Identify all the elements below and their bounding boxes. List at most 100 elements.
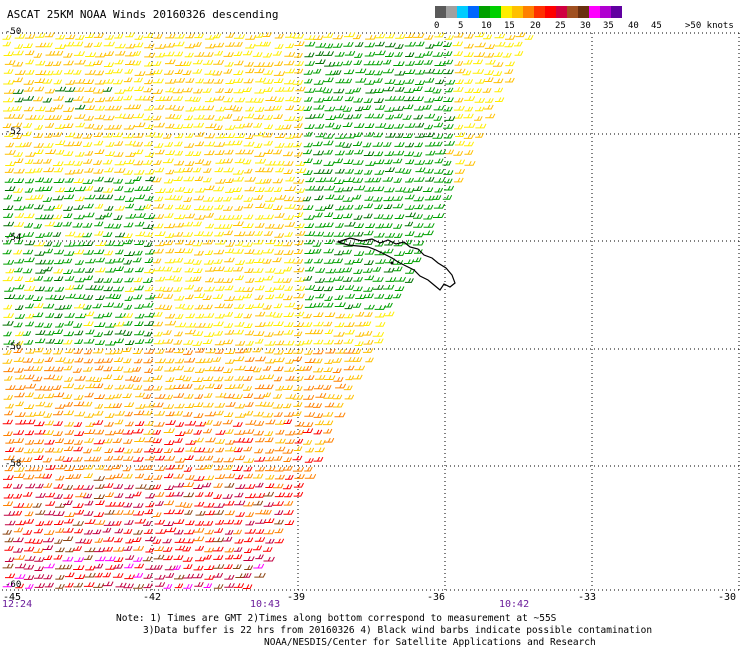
wind-barb (95, 267, 106, 273)
wind-barb (142, 224, 155, 229)
wind-barb (464, 88, 474, 93)
wind-barb (115, 266, 125, 271)
wind-barb (53, 483, 64, 489)
wind-barb (284, 196, 295, 202)
wind-barb (23, 457, 33, 462)
wind-barb (143, 385, 155, 391)
wind-barb (253, 114, 265, 120)
wind-barb (192, 437, 204, 443)
wind-barb (213, 125, 223, 130)
wind-barb (352, 374, 363, 380)
wind-barb (273, 455, 283, 461)
wind-barb (313, 384, 324, 390)
wind-barb (202, 105, 215, 111)
wind-barb (93, 132, 103, 137)
wind-barb (174, 222, 185, 228)
wind-barb (243, 446, 253, 452)
wind-barb (215, 474, 226, 479)
wind-barb (143, 33, 154, 38)
wind-barb (73, 241, 86, 247)
wind-barb (253, 62, 265, 67)
wind-barb (205, 348, 217, 354)
wind-barb (85, 258, 96, 264)
color-scale-swatch-2 (457, 6, 468, 18)
lon-label-minus36: -36 (427, 592, 446, 603)
wind-barb (353, 276, 363, 282)
wind-barb (242, 242, 254, 247)
wind-barb (42, 197, 53, 202)
wind-barb (65, 132, 76, 138)
wind-barb (243, 141, 255, 147)
wind-barb (394, 80, 406, 85)
wind-barb (243, 78, 254, 84)
wind-barb (454, 124, 464, 130)
wind-barb (42, 473, 53, 479)
wind-barb (55, 140, 66, 145)
wind-barb (473, 52, 486, 57)
wind-barb (73, 133, 83, 139)
wind-barb (35, 259, 46, 265)
wind-barb (145, 502, 155, 508)
wind-barb (352, 302, 362, 308)
wind-barb (472, 68, 485, 74)
wind-barb (323, 286, 334, 292)
wind-barb (304, 88, 316, 93)
wind-barb (344, 50, 356, 56)
wind-barb (215, 133, 226, 139)
wind-barb (273, 321, 284, 326)
wind-barb (85, 565, 96, 571)
wind-barb (55, 357, 66, 362)
wind-barb (34, 574, 45, 579)
wind-barb (404, 41, 416, 47)
wind-barb (134, 71, 146, 76)
wind-barb (24, 430, 35, 436)
wind-barb (12, 50, 24, 56)
wind-barb (73, 51, 85, 56)
wind-barb (3, 431, 13, 436)
wind-barb (215, 447, 225, 453)
wind-barb (144, 455, 156, 461)
wind-barb (152, 69, 163, 75)
wind-barb (174, 214, 186, 220)
wind-barb (254, 33, 264, 38)
wind-barb (132, 149, 144, 155)
color-scale-swatch-16 (611, 6, 622, 18)
wind-barb (3, 501, 14, 506)
wind-barb (85, 383, 96, 389)
wind-barb (434, 187, 444, 193)
wind-barb (215, 88, 224, 93)
wind-barb (214, 167, 224, 173)
wind-barb (74, 260, 84, 265)
wind-barb (432, 195, 442, 200)
wind-barb (173, 348, 185, 354)
wind-barb (305, 114, 316, 119)
wind-barb (212, 357, 222, 362)
wind-barb (215, 178, 226, 184)
wind-barb (193, 565, 204, 571)
wind-barb (354, 149, 364, 155)
wind-barb (285, 394, 297, 399)
lon-label-minus45: -45 (3, 592, 22, 603)
wind-barb (414, 53, 426, 58)
wind-barb (105, 258, 116, 264)
time-label-right: 10:42 (499, 599, 530, 610)
wind-barb (262, 167, 274, 173)
wind-barb (165, 104, 176, 110)
wind-barb (262, 214, 274, 220)
wind-barb (222, 493, 233, 499)
wind-barb (244, 528, 256, 534)
wind-barb (254, 448, 264, 454)
wind-barb (273, 366, 284, 372)
wind-barb (242, 347, 253, 353)
wind-barb (13, 322, 23, 328)
wind-barb (474, 116, 483, 121)
wind-barb (43, 374, 56, 380)
wind-barb (325, 348, 336, 354)
wind-barb (365, 161, 376, 166)
wind-barb (223, 267, 234, 272)
wind-barb (154, 304, 166, 310)
wind-barb (205, 185, 215, 191)
wind-barb (125, 60, 136, 65)
wind-barb (3, 69, 14, 74)
wind-barb (214, 410, 224, 416)
